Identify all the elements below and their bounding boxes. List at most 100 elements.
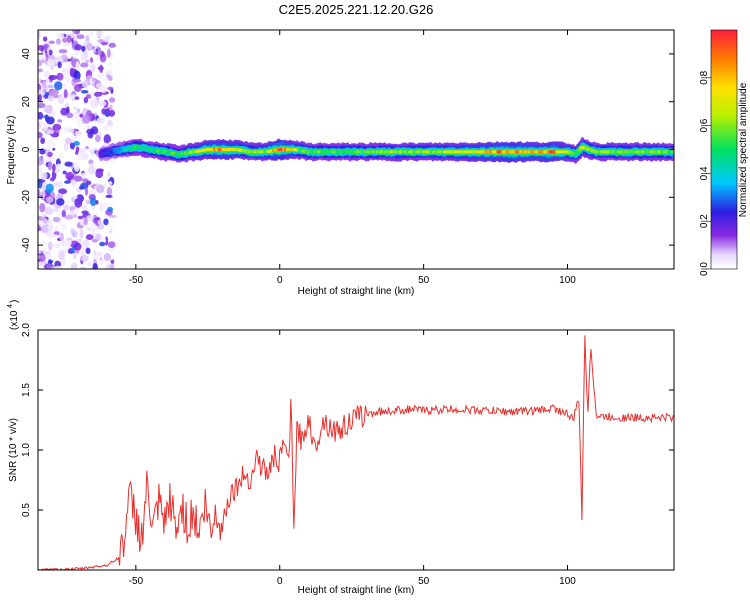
noise-speckle bbox=[73, 214, 78, 218]
noise-speckle bbox=[94, 218, 98, 225]
noise-speckle bbox=[39, 202, 46, 213]
noise-speckle bbox=[62, 71, 71, 79]
noise-speckle bbox=[38, 44, 45, 51]
noise-region bbox=[38, 30, 117, 269]
noise-speckle bbox=[38, 219, 44, 227]
noise-speckle bbox=[50, 177, 55, 182]
noise-speckle bbox=[94, 134, 101, 143]
noise-speckle bbox=[46, 58, 55, 69]
noise-speckle bbox=[83, 96, 89, 104]
figure-title: C2E5.2025.221.12.20.G26 bbox=[279, 2, 434, 17]
noise-speckle bbox=[79, 113, 84, 118]
noise-speckle bbox=[40, 137, 46, 144]
noise-speckle bbox=[104, 236, 109, 246]
noise-speckle bbox=[77, 118, 82, 128]
noise-speckle bbox=[54, 265, 63, 269]
spectrogram-y-ticks: -40 -20 0 20 40 bbox=[21, 48, 674, 252]
noise-speckle bbox=[38, 77, 41, 84]
noise-speckle bbox=[42, 49, 46, 59]
noise-speckle bbox=[77, 215, 84, 220]
noise-speckle bbox=[95, 169, 104, 179]
noise-speckle bbox=[81, 205, 88, 212]
spectrogram-panel: -50 0 50 100 -40 -20 0 20 40 Height of straight… bbox=[6, 29, 675, 297]
noise-speckle bbox=[48, 40, 55, 45]
noise-speckle bbox=[97, 47, 102, 56]
spectrogram-y-label: Frequency (Hz) bbox=[6, 116, 17, 185]
noise-speckle bbox=[103, 218, 109, 226]
noise-speckle bbox=[73, 70, 81, 81]
noise-speckle bbox=[46, 139, 56, 150]
noise-speckle bbox=[48, 75, 58, 80]
colorbar-tick-label: 0.8 bbox=[699, 70, 710, 84]
noise-speckle bbox=[86, 148, 95, 153]
noise-speckle bbox=[75, 146, 80, 153]
noise-speckle bbox=[49, 89, 59, 97]
noise-speckle bbox=[62, 205, 70, 211]
noise-speckle bbox=[105, 194, 113, 198]
noise-speckle bbox=[90, 98, 99, 109]
colorbar-gradient bbox=[710, 29, 738, 270]
snr-y-ticks: 0.5 1.0 1.5 2.0 bbox=[21, 323, 674, 517]
noise-speckle bbox=[74, 230, 78, 238]
noise-speckle bbox=[77, 156, 84, 161]
noise-speckle bbox=[74, 130, 82, 136]
colorbar-tick-label: 0.4 bbox=[699, 166, 710, 180]
noise-speckle bbox=[57, 95, 65, 105]
noise-speckle bbox=[42, 36, 48, 42]
snr-x-label: Height of straight line (km) bbox=[298, 585, 415, 596]
x-tick-label: 50 bbox=[418, 275, 430, 286]
noise-speckle bbox=[61, 222, 67, 231]
noise-speckle bbox=[108, 62, 113, 67]
snr-multiplier: (x10 4 ) bbox=[7, 300, 20, 330]
noise-speckle bbox=[108, 97, 116, 103]
colorbar-tick-label: 0.2 bbox=[699, 214, 710, 228]
colorbar-tick-label: 0.0 bbox=[699, 262, 710, 276]
noise-speckle bbox=[73, 208, 79, 215]
noise-speckle bbox=[108, 181, 113, 186]
noise-speckle bbox=[103, 125, 109, 131]
noise-speckle bbox=[47, 151, 53, 158]
noise-speckle bbox=[89, 163, 94, 171]
noise-speckle bbox=[65, 137, 72, 145]
noise-speckle bbox=[48, 234, 58, 238]
noise-speckle bbox=[41, 80, 48, 89]
noise-speckle bbox=[59, 258, 66, 266]
noise-speckle bbox=[38, 131, 43, 139]
noise-speckle bbox=[74, 44, 83, 51]
noise-speckle bbox=[47, 241, 53, 251]
noise-speckle bbox=[99, 202, 104, 208]
x-tick-label: 0 bbox=[277, 275, 283, 286]
noise-speckle bbox=[99, 241, 106, 247]
noise-speckle bbox=[47, 84, 54, 89]
noise-speckle bbox=[73, 163, 80, 172]
noise-speckle bbox=[107, 48, 111, 58]
noise-speckle bbox=[66, 93, 72, 98]
y-tick-label: 1.0 bbox=[21, 443, 32, 457]
noise-speckle bbox=[95, 30, 104, 38]
noise-speckle bbox=[53, 81, 63, 91]
noise-speckle bbox=[79, 266, 87, 269]
noise-speckle bbox=[73, 175, 83, 182]
y-tick-label: 1.5 bbox=[21, 383, 32, 397]
noise-speckle bbox=[64, 180, 71, 184]
y-tick-label: 2.0 bbox=[21, 323, 32, 337]
noise-speckle bbox=[73, 106, 78, 111]
noise-speckle bbox=[101, 201, 109, 210]
noise-speckle bbox=[38, 30, 41, 40]
noise-speckle bbox=[79, 228, 84, 239]
noise-speckle bbox=[73, 253, 77, 260]
noise-speckle bbox=[97, 39, 105, 44]
noise-speckle bbox=[62, 244, 69, 254]
noise-speckle bbox=[106, 186, 113, 196]
noise-speckle bbox=[38, 94, 42, 103]
noise-speckle bbox=[63, 142, 69, 152]
noise-speckle bbox=[84, 124, 94, 129]
noise-speckle bbox=[86, 215, 94, 222]
noise-speckle bbox=[77, 108, 81, 113]
noise-speckle bbox=[103, 37, 111, 43]
noise-speckle bbox=[108, 214, 117, 219]
y-tick-label: 0 bbox=[21, 146, 32, 152]
noise-speckle bbox=[66, 112, 74, 119]
noise-speckle bbox=[53, 226, 59, 233]
